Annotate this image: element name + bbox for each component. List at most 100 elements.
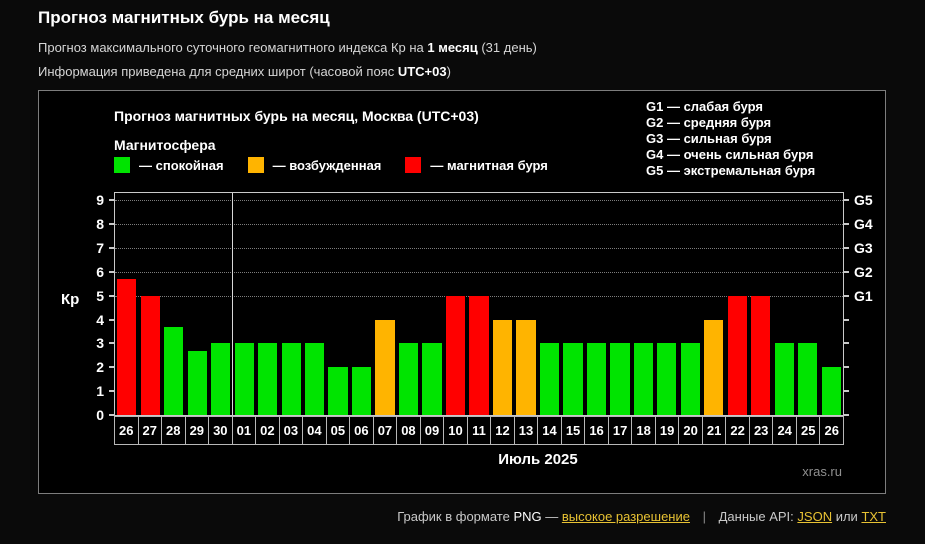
right-axis-tick-label: G1 [854,287,873,304]
legend-item: — магнитная буря [405,157,548,173]
date-cell: 09 [419,416,445,445]
right-tick-mark [843,390,849,393]
y-tick-mark [109,270,115,273]
chart-panel: Прогноз магнитных бурь на месяц, Москва … [38,90,886,494]
y-tick-label: 9 [96,192,104,209]
kp-bar [704,319,724,415]
kp-bar [187,350,207,415]
kp-bar [234,343,254,415]
y-tick-label: 2 [96,359,104,376]
right-tick-mark [843,342,849,345]
date-cell: 17 [607,416,633,445]
kp-bar [610,343,630,415]
date-cell: 08 [396,416,421,445]
kp-bar [657,343,677,415]
right-tick-mark [843,246,849,249]
right-tick-mark [843,294,849,297]
g-scale-legend: G1 — слабая буря G2 — средняя буря G3 — си… [646,99,815,179]
date-cell: 06 [349,416,374,445]
subtitle-line-1: Прогноз максимального суточного геомагни… [38,40,537,55]
gridline [115,200,843,202]
month-separator-line [232,193,234,415]
legend-item: — возбужденная [247,157,381,173]
y-tick-label: 8 [96,216,104,233]
txt-link[interactable]: TXT [861,509,886,524]
page-title: Прогноз магнитных бурь на месяц [38,8,330,27]
subtitle-1-suffix: (31 день) [477,40,537,55]
right-axis-tick-label: G4 [854,216,873,233]
y-tick-label: 1 [96,383,104,400]
subtitle-1-text: Прогноз максимального суточного геомагни… [38,40,428,55]
date-cell: 24 [772,416,797,445]
json-link[interactable]: JSON [797,509,833,524]
y-tick-mark [109,390,115,393]
kp-bar [164,326,184,415]
date-cell: 22 [725,416,750,445]
date-cell: 26 [114,416,139,445]
right-tick-mark [843,414,849,416]
date-cell: 26 [819,416,844,445]
date-cell: 13 [513,416,539,445]
subtitle-1-bold: 1 месяц [427,40,478,55]
y-tick-mark [109,342,115,345]
right-tick-mark [843,223,849,226]
kp-bar [516,319,536,415]
legend-label: — магнитная буря [430,157,548,173]
right-tick-mark [843,270,849,273]
g-legend-line: G3 — сильная буря [646,131,772,146]
right-tick-mark [843,318,849,321]
gridline [115,224,843,226]
date-cell: 03 [278,416,304,445]
date-cell: 07 [372,416,398,445]
footer-separator: | [702,509,706,524]
kp-bar [751,295,771,415]
footer: График в формате PNG — высокое разрешени… [397,509,886,524]
y-tick-label: 4 [96,311,104,328]
kp-bar [258,343,278,415]
kp-bar [422,343,442,415]
date-cell: 04 [302,416,327,445]
gridline [115,271,843,273]
kp-bar [492,319,513,415]
subtitle-2-suffix: ) [446,64,451,79]
kp-bar [727,295,747,415]
hires-link[interactable]: высокое разрешение [561,509,690,524]
g-legend-line: G5 — экстремальная буря [646,163,816,178]
right-axis-tick-label: G5 [854,192,873,209]
kp-bar [633,343,653,415]
kp-bar [117,278,137,415]
kp-bar [798,343,818,415]
footer-dash: — [545,509,559,524]
kp-bar [774,343,794,415]
footer-png-text: PNG [513,509,542,524]
y-tick-label: 3 [96,335,104,352]
plot-area: 0 1 2 3 4 5 6 7 8 9 G1 G2 G3 G4 G5 [96,192,873,423]
legend-label: — спокойная [139,157,224,173]
right-axis-tick-label: G3 [854,239,873,256]
date-cell: 05 [325,416,351,445]
date-cell: 10 [443,416,468,445]
kp-bar [563,343,583,415]
kp-bar [445,295,466,415]
legend-title: Магнитосфера [114,137,216,153]
chart-title: Прогноз магнитных бурь на месяц, Москва … [114,108,479,124]
x-axis-month-label: Июль 2025 [498,451,578,468]
y-tick-mark [109,366,115,369]
date-row: 26 27 28 29 30 01 02 03 04 05 06 07 08 09 10 11 12 13 14 15… [114,416,844,445]
footer-api-text: Данные API: [718,509,794,524]
date-cell: 18 [631,416,656,445]
y-tick-mark [109,318,115,321]
kp-bar [821,367,841,415]
watermark: xras.ru [802,464,842,479]
legend-row: — спокойная — возбужденная — магнитная бур… [114,157,548,173]
date-cell: 27 [137,416,163,445]
date-cell: 11 [466,416,492,445]
kp-bar [375,319,395,415]
date-cell: 16 [584,416,609,445]
subtitle-2-text: Информация приведена для средних широт (… [38,64,398,79]
date-cell: 20 [678,416,703,445]
gridline [115,247,843,249]
kp-bar [281,343,301,415]
y-axis-label: Кр [61,291,80,308]
y-tick-mark [109,223,115,226]
